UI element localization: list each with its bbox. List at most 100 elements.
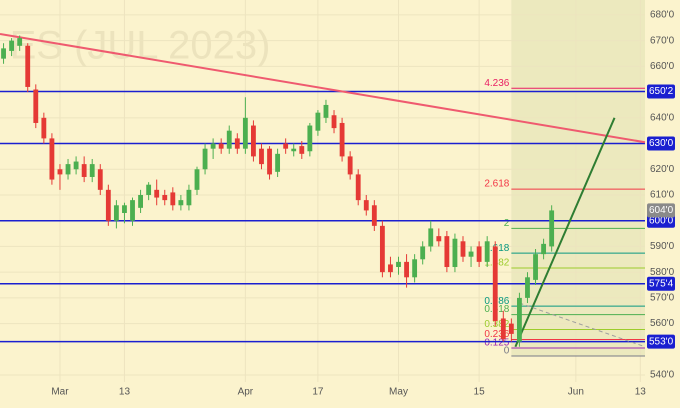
fib-label: 4.236: [484, 78, 509, 89]
candle-body: [404, 261, 409, 278]
candle-body: [323, 104, 329, 118]
candle-body: [371, 205, 377, 226]
candle-body: [130, 200, 135, 221]
candle-body: [154, 189, 160, 198]
trendline: [519, 302, 646, 348]
candle-body: [508, 323, 514, 334]
candle-body: [105, 189, 111, 221]
candle-body: [73, 161, 79, 170]
level-label: 600'0: [649, 215, 674, 226]
fib-label: 0.236: [484, 329, 509, 340]
candle-body: [492, 246, 498, 322]
candle-body: [267, 148, 272, 175]
candle-body: [25, 45, 31, 87]
candle-body: [283, 143, 289, 149]
candle-body: [516, 297, 522, 342]
y-tick-label: 620'0: [650, 164, 675, 175]
fib-zone: [511, 0, 645, 357]
candle-body: [218, 143, 224, 149]
candle-body: [17, 38, 23, 46]
x-tick-label: Apr: [238, 387, 254, 398]
candle-body: [226, 130, 232, 149]
candle-body: [315, 112, 321, 131]
candle-body: [412, 259, 418, 278]
watermark: ES (JUL 2023): [10, 24, 271, 68]
last-price-label: 604'0: [649, 205, 674, 216]
level-tag: [647, 136, 675, 151]
y-tick-label: 670'0: [650, 35, 675, 46]
candle-body: [331, 115, 337, 129]
y-tick-label: 570'0: [650, 293, 675, 304]
trendline: [0, 32, 646, 144]
candle-body: [541, 243, 547, 255]
candle-body: [186, 189, 192, 206]
candle-body: [89, 164, 95, 177]
level-label: 650'2: [649, 86, 674, 97]
candle-body: [452, 238, 458, 268]
candle-body: [259, 148, 264, 165]
candle-body: [210, 143, 216, 149]
y-tick-label: 540'0: [650, 370, 675, 381]
candle-body: [549, 210, 555, 247]
last-price-tag: [647, 203, 675, 218]
fib-label: 0: [504, 346, 510, 357]
y-tick-label: 610'0: [650, 190, 675, 201]
fib-label: 2: [504, 218, 510, 229]
level-tag: [647, 276, 675, 291]
x-tick-label: 13: [635, 387, 647, 398]
candle-body: [500, 318, 506, 340]
candle-body: [420, 246, 426, 260]
candle-body: [138, 194, 143, 208]
candle-body: [388, 264, 393, 273]
candle-body: [49, 138, 55, 180]
y-tick-label: 640'0: [650, 112, 675, 123]
candle-body: [468, 251, 474, 257]
candle-body: [339, 122, 345, 157]
x-tick-label: Jun: [568, 387, 584, 398]
x-tick-label: May: [389, 387, 408, 398]
fib-label: 0.125: [484, 338, 509, 349]
y-tick-label: 590'0: [650, 241, 675, 252]
level-label: 553'0: [649, 336, 674, 347]
candle-body: [178, 200, 184, 206]
candle-body: [97, 169, 103, 190]
level-label: 575'4: [649, 278, 674, 289]
level-label: 630'0: [649, 138, 674, 149]
candle-body: [65, 164, 71, 175]
fib-label: 2.618: [484, 179, 509, 190]
x-tick-label: 17: [312, 387, 324, 398]
candle-body: [33, 89, 39, 123]
candle-body: [242, 117, 248, 149]
candle-body: [379, 225, 385, 273]
candle-body: [428, 228, 434, 247]
candle-body: [291, 148, 297, 152]
candle-body: [9, 40, 15, 51]
level-tag: [647, 84, 675, 99]
candle-body: [113, 205, 119, 221]
trendline: [514, 117, 616, 348]
level-tag: [647, 334, 675, 349]
candle-body: [299, 146, 305, 154]
x-tick-label: 13: [119, 387, 131, 398]
candle-body: [202, 148, 208, 170]
candle-body: [476, 246, 482, 262]
candle-body: [307, 125, 313, 152]
y-tick-label: 560'0: [650, 318, 675, 329]
candle-body: [122, 205, 127, 213]
candle-body: [1, 48, 6, 59]
candle-body: [234, 138, 240, 149]
candle-body: [444, 236, 450, 268]
candle-body: [525, 277, 530, 298]
y-tick-label: 660'0: [650, 61, 675, 72]
candle-body: [363, 200, 369, 211]
candle-body: [484, 241, 490, 262]
candle-body: [533, 254, 538, 280]
candle-body: [355, 174, 361, 201]
candle-body: [275, 153, 281, 172]
candle-body: [460, 241, 466, 257]
y-tick-label: 680'0: [650, 10, 675, 21]
x-tick-label: 15: [474, 387, 486, 398]
candle-body: [146, 184, 152, 195]
